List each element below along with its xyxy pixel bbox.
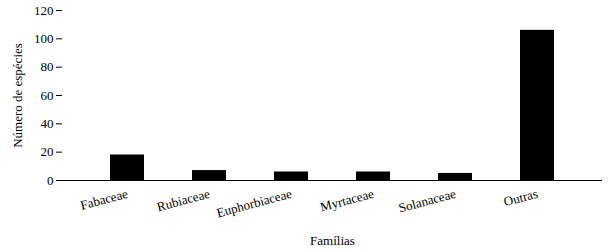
svg-text:100: 100 — [34, 31, 54, 46]
svg-text:Solanaceae: Solanaceae — [397, 186, 458, 216]
svg-text:20: 20 — [41, 144, 54, 159]
svg-text:80: 80 — [41, 59, 54, 74]
svg-text:Euphorbiaceae: Euphorbiaceae — [215, 186, 294, 221]
svg-text:Famílias: Famílias — [310, 233, 355, 248]
svg-text:Número de espécies: Número de espécies — [10, 43, 25, 148]
svg-text:Outras: Outras — [502, 186, 539, 209]
svg-text:120: 120 — [34, 3, 54, 18]
svg-text:40: 40 — [41, 116, 54, 131]
svg-text:0: 0 — [47, 173, 54, 188]
svg-text:Rubiaceae: Rubiaceae — [155, 186, 211, 215]
svg-text:Fabaceae: Fabaceae — [79, 186, 130, 213]
svg-text:Myrtaceae: Myrtaceae — [318, 186, 375, 215]
svg-text:60: 60 — [41, 88, 54, 103]
